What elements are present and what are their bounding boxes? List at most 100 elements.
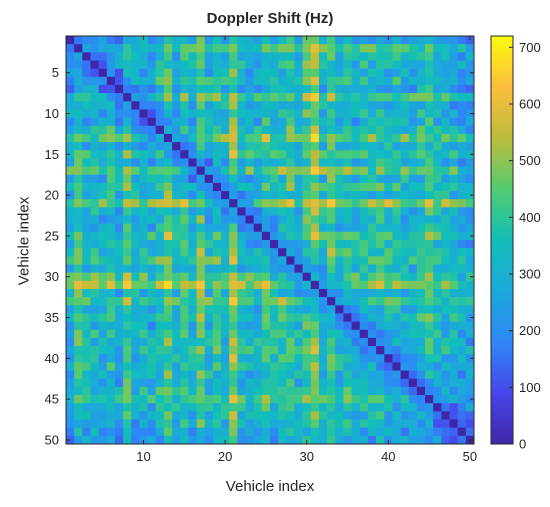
heatmap-cell	[253, 215, 263, 224]
heatmap-cell	[139, 166, 148, 176]
heatmap-cell	[106, 272, 116, 282]
heatmap-cell	[131, 280, 140, 290]
heatmap-cell	[106, 68, 116, 78]
heatmap-cell	[400, 435, 410, 445]
heatmap-cell	[286, 182, 295, 192]
heatmap-cell	[139, 150, 148, 159]
heatmap-cell	[343, 133, 352, 143]
heatmap-cell	[278, 329, 287, 339]
heatmap-cell	[425, 240, 434, 249]
heatmap-cell	[335, 321, 344, 331]
heatmap-cell	[457, 93, 467, 102]
heatmap-cell	[123, 337, 132, 347]
heatmap-cell	[74, 166, 83, 176]
heatmap-cell	[351, 354, 361, 363]
heatmap-cell	[261, 174, 271, 184]
heatmap-cell	[196, 36, 206, 45]
heatmap-cell	[123, 150, 132, 159]
heatmap-cell	[302, 44, 312, 53]
heatmap-cell	[98, 248, 108, 257]
heatmap-cell	[449, 378, 458, 388]
heatmap-cell	[400, 117, 410, 127]
heatmap-cell	[163, 68, 173, 78]
heatmap-cell	[188, 427, 197, 437]
heatmap-cell	[261, 411, 271, 420]
heatmap-cell	[310, 419, 320, 428]
heatmap-cell	[327, 321, 336, 331]
heatmap-cell	[139, 207, 148, 216]
heatmap-cell	[400, 76, 410, 86]
heatmap-cell	[294, 329, 303, 339]
heatmap-cell	[180, 36, 189, 45]
heatmap-cell	[310, 68, 320, 78]
heatmap-cell	[425, 280, 434, 290]
heatmap-cell	[318, 109, 328, 118]
heatmap-cell	[392, 386, 401, 396]
heatmap-cell	[114, 362, 124, 371]
colorbar-tick-label: 400	[519, 210, 541, 225]
heatmap-cell	[253, 370, 263, 380]
heatmap-cell	[123, 354, 132, 363]
heatmap-cell	[237, 313, 246, 322]
heatmap-cell	[465, 346, 475, 355]
heatmap-cell	[74, 174, 83, 184]
heatmap-cell	[82, 280, 91, 290]
heatmap-cell	[253, 125, 263, 135]
heatmap-cell	[416, 199, 426, 208]
heatmap-cell	[196, 395, 206, 404]
heatmap-cell	[98, 44, 108, 53]
heatmap-cell	[392, 191, 401, 200]
heatmap-cell	[384, 321, 393, 331]
heatmap-cell	[131, 395, 140, 404]
heatmap-cell	[343, 142, 352, 151]
heatmap-cell	[384, 109, 393, 118]
heatmap-cell	[131, 272, 140, 282]
heatmap-cell	[343, 386, 352, 396]
heatmap-cell	[441, 44, 450, 53]
heatmap-cell	[465, 215, 475, 224]
heatmap-cell	[163, 419, 173, 428]
heatmap-cell	[278, 403, 287, 412]
heatmap-cell	[114, 240, 124, 249]
heatmap-cell	[245, 297, 254, 306]
heatmap-cell	[294, 125, 303, 135]
heatmap-cell	[123, 191, 132, 200]
heatmap-cell	[98, 329, 108, 339]
heatmap-cell	[123, 313, 132, 322]
heatmap-cell	[180, 93, 189, 102]
heatmap-cell	[392, 256, 401, 265]
heatmap-cell	[98, 142, 108, 151]
heatmap-cell	[278, 84, 287, 94]
heatmap-cell	[204, 174, 214, 184]
heatmap-cell	[98, 419, 108, 428]
heatmap-cell	[335, 174, 344, 184]
heatmap-cell	[82, 386, 91, 396]
heatmap-cell	[66, 346, 75, 355]
heatmap-cell	[425, 93, 434, 102]
heatmap-cell	[123, 182, 132, 192]
heatmap-cell	[457, 329, 467, 339]
heatmap-cell	[384, 182, 393, 192]
heatmap-cell	[163, 76, 173, 86]
heatmap-cell	[278, 117, 287, 127]
heatmap-cell	[261, 288, 271, 298]
heatmap-cell	[302, 370, 312, 380]
heatmap-cell	[343, 44, 352, 53]
heatmap-cell	[106, 36, 116, 45]
heatmap-cell	[408, 158, 418, 167]
heatmap-cell	[212, 329, 222, 339]
heatmap-cell	[221, 133, 230, 143]
heatmap-cell	[245, 386, 254, 396]
heatmap-cell	[327, 386, 336, 396]
heatmap-cell	[351, 174, 361, 184]
heatmap-cell	[367, 150, 377, 159]
heatmap-cell	[229, 84, 238, 94]
heatmap-cell	[367, 223, 377, 233]
heatmap-cell	[66, 166, 75, 176]
heatmap-cell	[302, 346, 312, 355]
heatmap-cell	[343, 93, 352, 102]
heatmap-cell	[367, 93, 377, 102]
heatmap-cell	[384, 403, 393, 412]
heatmap-cell	[163, 248, 173, 257]
